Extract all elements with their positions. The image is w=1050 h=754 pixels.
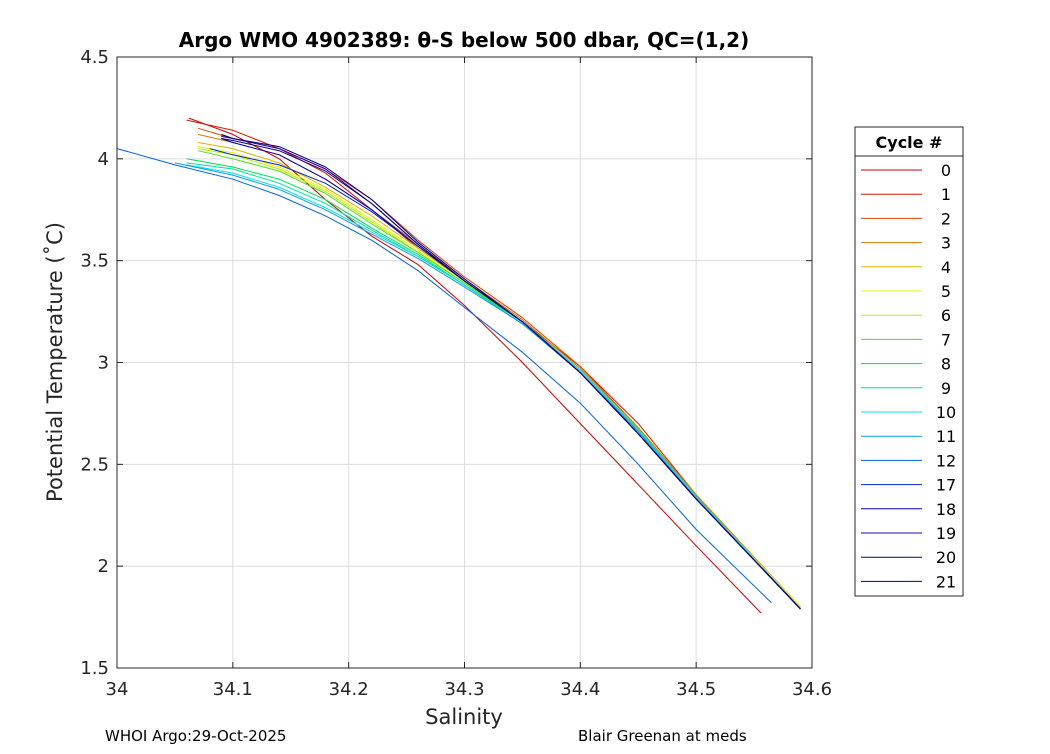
legend-label: 9 <box>941 379 951 398</box>
legend-label: 17 <box>936 476 956 495</box>
y-axis-label: Potential Temperature (˚C) <box>43 222 67 502</box>
footer-left: WHOI Argo:29-Oct-2025 <box>105 727 286 745</box>
legend-label: 6 <box>941 306 951 325</box>
legend-label: 18 <box>936 500 956 519</box>
series-line-cycle-0 <box>188 117 762 614</box>
legend-title: Cycle # <box>876 133 943 152</box>
chart-title: Argo WMO 4902389: θ-S below 500 dbar, QC… <box>179 28 749 52</box>
legend-label: 0 <box>941 161 951 180</box>
legend-box <box>854 126 964 597</box>
x-tick-label: 34.1 <box>213 679 253 700</box>
x-tick-label: 34.3 <box>444 679 484 700</box>
y-tick-label: 4 <box>98 149 109 170</box>
series-line-cycle-12 <box>116 148 772 604</box>
legend-label: 20 <box>936 548 956 567</box>
footer-right: Blair Greenan at meds <box>578 727 747 745</box>
y-tick-label: 2.5 <box>80 454 109 475</box>
legend-label: 12 <box>936 451 956 470</box>
series-lines <box>116 117 801 614</box>
axis-ticks: 34 34.1 34.2 34.3 34.4 34.5 34.6 1.5 2 2.5 3 3.5 4 4.… <box>80 47 832 700</box>
legend-label: 5 <box>941 282 951 301</box>
y-tick-label: 2 <box>98 556 109 577</box>
legend-label: 10 <box>936 403 956 422</box>
legend-label: 3 <box>941 234 951 253</box>
y-tick-label: 1.5 <box>80 658 109 679</box>
legend-label: 7 <box>941 330 951 349</box>
series-line-cycle-21 <box>221 138 801 610</box>
x-tick-label: 34.6 <box>792 679 832 700</box>
legend-label: 19 <box>936 524 956 543</box>
y-tick-label: 3 <box>98 353 109 374</box>
y-tick-label: 4.5 <box>80 47 109 68</box>
legend-label: 21 <box>936 572 956 591</box>
legend-label: 1 <box>941 185 951 204</box>
x-axis-label: Salinity <box>425 705 503 729</box>
x-tick-label: 34.4 <box>560 679 600 700</box>
legend-label: 4 <box>941 258 951 277</box>
x-tick-label: 34 <box>106 679 129 700</box>
x-tick-label: 34.5 <box>676 679 716 700</box>
series-line-cycle-11 <box>174 162 801 610</box>
x-tick-label: 34.2 <box>329 679 369 700</box>
y-tick-label: 3.5 <box>80 251 109 272</box>
legend-label: 11 <box>936 427 956 446</box>
legend-label: 2 <box>941 209 951 228</box>
legend-label: 8 <box>941 355 951 374</box>
